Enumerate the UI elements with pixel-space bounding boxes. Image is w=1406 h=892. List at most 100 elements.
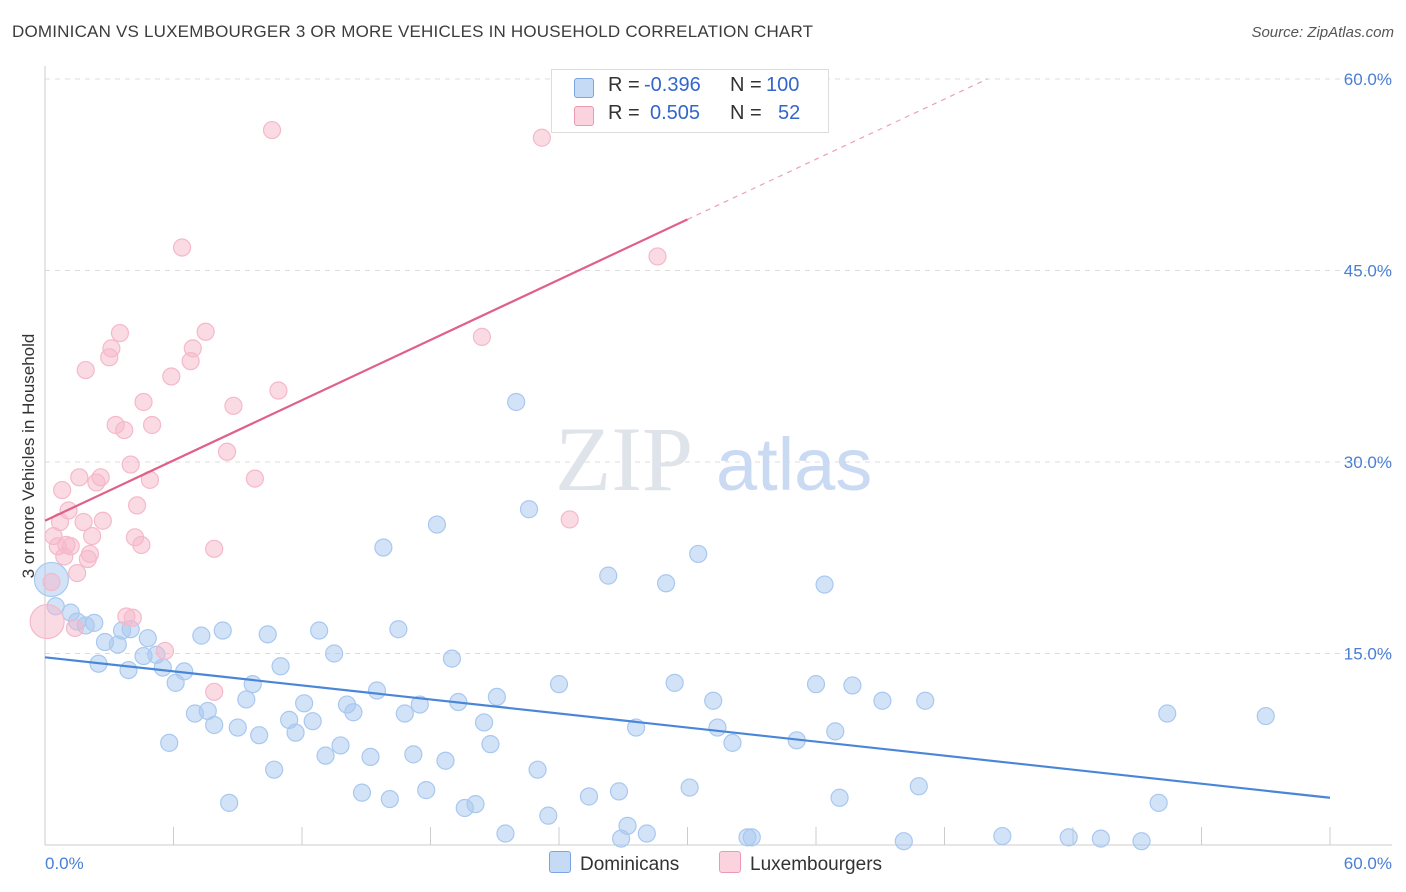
series-luxembourgers [29, 120, 667, 701]
dominican-point [213, 621, 232, 640]
luxembourger-point [269, 381, 288, 400]
dominican-point [374, 538, 393, 557]
source-credit: Source: ZipAtlas.com [1251, 24, 1394, 41]
dominican-point [361, 747, 380, 767]
dominican-point [843, 676, 862, 695]
luxembourger-point [121, 455, 140, 474]
series-legend: Dominicans Luxembourgers [0, 851, 1406, 877]
dominican-point [680, 778, 699, 797]
luxembourger-point [532, 128, 551, 147]
dominican-point [250, 726, 269, 745]
axis-tick-labels: 15.0% 30.0% 45.0% 60.0% 0.0% 60.0% [45, 70, 1392, 873]
luxembourger-point [115, 420, 134, 440]
dominican-point [228, 718, 247, 737]
luxembourger-point [127, 496, 147, 515]
luxembourger-point [74, 512, 93, 532]
luxembourger-point [648, 247, 667, 266]
y-tick-label: 45.0% [1344, 262, 1392, 281]
luxembourger-point [162, 367, 181, 386]
dominican-point [830, 788, 849, 807]
dominican-point [286, 723, 305, 742]
watermark-atlas: atlas [716, 423, 872, 506]
trend-line-luxembourgers [44, 218, 688, 522]
dominican-point [815, 575, 834, 594]
y-tick-label: 30.0% [1344, 453, 1392, 472]
dominican-point [352, 783, 372, 802]
dominican-point [826, 722, 845, 741]
dominican-point [487, 687, 506, 707]
dominican-point [496, 824, 515, 843]
dominican-point [367, 681, 387, 700]
dominican-point [192, 626, 211, 645]
dominican-point [549, 675, 569, 694]
dominican-point [85, 613, 104, 632]
legend-swatch-blue [574, 78, 594, 98]
dominican-point [507, 392, 526, 412]
dominican-point [265, 760, 284, 779]
dominican-point [1158, 704, 1177, 723]
dominican-point [704, 691, 723, 710]
luxembourger-point [224, 396, 243, 415]
luxembourger-point [110, 323, 130, 343]
legend-swatch-pink [574, 106, 594, 126]
y-tick-label: 60.0% [1344, 70, 1392, 89]
legend-n-label: N = [730, 74, 762, 96]
dominican-point [742, 828, 761, 847]
dominican-point [442, 649, 462, 668]
dominican-point [873, 691, 892, 710]
dominican-point [993, 826, 1012, 846]
x-tick-label: 0.0% [45, 854, 84, 873]
dominican-point [427, 515, 447, 534]
dominican-point [344, 703, 363, 722]
dominican-point [1149, 793, 1168, 812]
dominican-point [481, 735, 500, 754]
luxembourger-point [91, 468, 110, 487]
luxembourger-point [53, 480, 72, 500]
luxembourger-point [65, 618, 85, 638]
legend-r-label: R = [608, 74, 640, 96]
dominican-point [436, 751, 455, 770]
legend-n-label: N = [730, 102, 762, 124]
dominican-point [637, 824, 656, 843]
dominican-point [389, 620, 408, 639]
legend-swatch-blue [549, 851, 571, 873]
luxembourger-point [172, 238, 192, 257]
luxembourger-point [76, 360, 95, 380]
dominican-point [410, 695, 429, 714]
dominican-point [295, 694, 314, 713]
dominican-point [237, 690, 256, 709]
luxembourger-point [262, 120, 282, 140]
dominican-point [395, 704, 414, 723]
x-tick-label: 60.0% [1344, 854, 1392, 873]
dominican-point [153, 658, 172, 677]
dominican-point [380, 789, 399, 809]
dominican-point [723, 733, 742, 752]
dominican-point [258, 625, 277, 644]
luxembourger-point [29, 603, 65, 640]
legend-label-dominicans: Dominicans [580, 854, 680, 875]
y-tick-label: 15.0% [1344, 645, 1392, 664]
legend-r-label: R = [608, 102, 640, 124]
watermark-zip: ZIP [555, 408, 693, 510]
dominican-point [138, 629, 157, 648]
trend-line-dominicans [44, 656, 1331, 799]
luxembourger-point [68, 563, 87, 583]
dominican-point [474, 713, 494, 732]
dominican-point [220, 793, 239, 812]
luxembourger-point [134, 392, 153, 412]
dominican-point [539, 806, 558, 825]
dominican-point [519, 500, 539, 519]
luxembourger-point [245, 469, 264, 488]
dominican-point [894, 832, 913, 851]
dominican-point [909, 777, 928, 796]
luxembourger-point [217, 442, 237, 461]
luxembourger-point [196, 322, 215, 341]
dominican-point [689, 544, 708, 564]
dominican-point [1256, 706, 1275, 726]
luxembourger-point [472, 327, 491, 346]
luxembourger-point [560, 510, 579, 529]
legend-item-dominicans: Dominicans [549, 851, 679, 877]
legend-swatch-pink [719, 851, 741, 873]
luxembourger-point [102, 339, 121, 358]
dominican-point [1132, 832, 1151, 851]
